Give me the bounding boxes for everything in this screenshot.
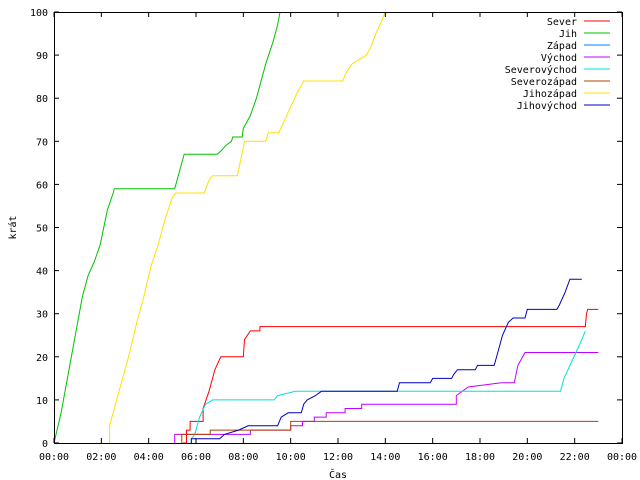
y-tick-label: 70 — [36, 137, 48, 148]
y-tick-label: 30 — [36, 310, 48, 321]
x-tick-label: 14:00 — [370, 452, 400, 463]
y-tick-label: 0 — [42, 439, 48, 450]
x-tick-label: 00:00 — [39, 452, 69, 463]
series-line-1 — [54, 12, 281, 443]
x-tick-label: 18:00 — [465, 452, 495, 463]
x-tick-label: 10:00 — [276, 452, 306, 463]
y-axis-label: krát — [7, 215, 19, 239]
series-line-3 — [174, 352, 599, 443]
x-tick-label: 00:00 — [607, 452, 637, 463]
legend-label: Jihozápad — [523, 88, 577, 100]
x-tick-label: 20:00 — [512, 452, 542, 463]
x-tick-label: 08:00 — [228, 452, 258, 463]
x-tick-label: 02:00 — [86, 452, 116, 463]
y-tick-label: 50 — [36, 224, 48, 235]
legend-label: Jih — [559, 29, 577, 40]
y-tick-label: 10 — [36, 396, 48, 407]
legend: SeverJihZápadVýchodSeverovýchodSeverozáp… — [505, 17, 610, 112]
series-line-6 — [109, 12, 386, 443]
series-line-4 — [190, 330, 586, 443]
y-tick-label: 40 — [36, 267, 48, 278]
legend-label: Východ — [541, 52, 577, 64]
legend-label: Západ — [547, 40, 577, 52]
ticks-layer: 00:00 02:00 04:00 06:00 08:00 10:00 12:00 14:00… — [30, 8, 637, 463]
x-axis-label: Čas — [329, 468, 347, 480]
y-tick-label: 60 — [36, 180, 48, 191]
x-tick-label: 06:00 — [181, 452, 211, 463]
y-tick-label: 20 — [36, 353, 48, 364]
series-line-0 — [183, 308, 599, 443]
series-line-5 — [181, 420, 599, 443]
series-layer — [54, 12, 599, 443]
y-tick-label: 80 — [36, 94, 48, 105]
legend-label: Severozápad — [511, 76, 577, 88]
y-tick-label: 100 — [30, 8, 48, 19]
x-tick-label: 22:00 — [560, 452, 590, 463]
legend-label: Severovýchod — [505, 64, 577, 76]
x-tick-label: 04:00 — [134, 452, 164, 463]
series-line-7 — [190, 278, 582, 443]
y-tick-label: 90 — [36, 51, 48, 62]
x-tick-label: 12:00 — [323, 452, 353, 463]
legend-label: Jihovýchod — [517, 100, 577, 112]
x-tick-label: 16:00 — [418, 452, 448, 463]
legend-label: Sever — [547, 17, 577, 28]
